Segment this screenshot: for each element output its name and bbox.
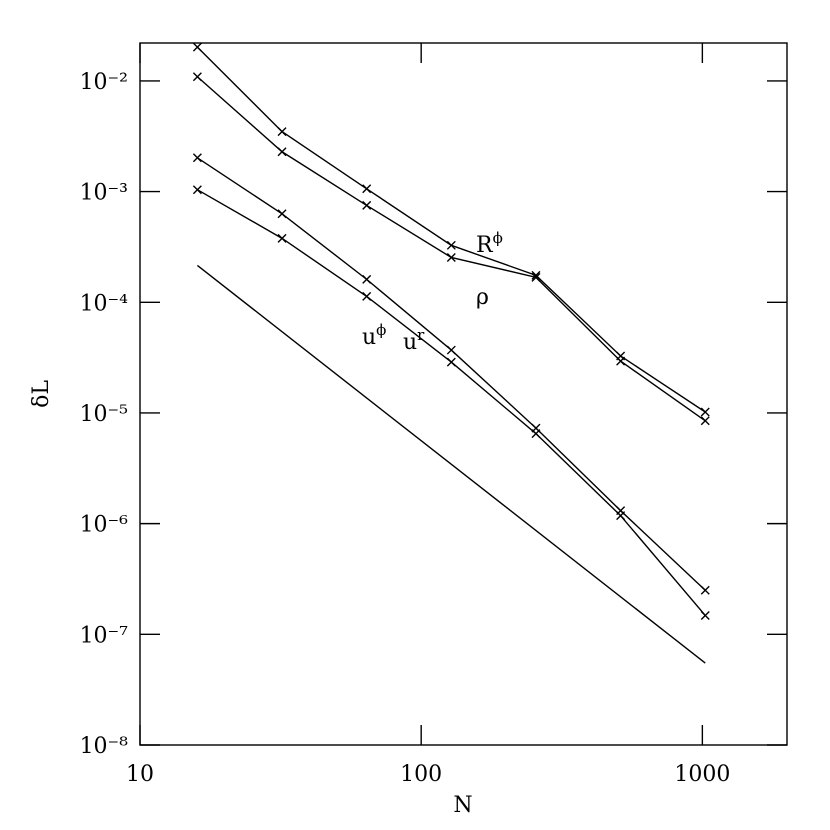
annotation: ρ: [476, 285, 489, 310]
y-axis-label: δL: [29, 380, 54, 408]
marker: [192, 153, 202, 163]
marker: [700, 416, 710, 426]
marker: [362, 291, 372, 301]
annotation: Rϕ: [476, 229, 503, 258]
marker: [531, 429, 541, 439]
marker: [362, 274, 372, 284]
series-line: [196, 76, 706, 422]
marker: [531, 270, 541, 280]
annotation-text: u: [403, 330, 417, 355]
y-tick-label: 10⁻⁸: [80, 734, 129, 759]
y-tick-label: 10⁻⁷: [80, 623, 129, 648]
annotation-sup: ϕ: [376, 321, 386, 339]
marker: [277, 147, 287, 157]
annotation: uϕ: [362, 321, 386, 350]
annotation-text: u: [362, 325, 376, 350]
y-tick-label: 10⁻⁴: [80, 291, 129, 316]
marker: [277, 209, 287, 219]
marker: [192, 72, 202, 82]
series-line: [196, 46, 706, 413]
marker: [446, 345, 456, 355]
marker: [616, 356, 626, 366]
marker: [700, 407, 710, 417]
series-line: [196, 264, 706, 664]
marker: [446, 240, 456, 250]
plot-frame: [139, 42, 788, 746]
marker: [700, 585, 710, 595]
annotation-sup: ϕ: [493, 229, 503, 247]
y-tick-label: 10⁻⁶: [80, 513, 129, 538]
marker: [446, 357, 456, 367]
annotation-text: ρ: [476, 285, 489, 310]
marker: [446, 252, 456, 262]
y-tick-label: 10⁻³: [80, 181, 128, 206]
annotation-sup: r: [417, 326, 425, 344]
marker: [616, 511, 626, 521]
marker: [192, 185, 202, 195]
marker: [192, 42, 202, 52]
annotation: ur: [403, 326, 425, 355]
x-axis-label: N: [453, 793, 472, 818]
y-tick-label: 10⁻²: [80, 70, 128, 95]
marker: [531, 272, 541, 282]
marker: [277, 127, 287, 137]
x-tick-label: 10: [126, 762, 154, 787]
x-tick-label: 100: [400, 762, 442, 787]
marker: [362, 200, 372, 210]
marker: [700, 610, 710, 620]
x-tick-label: 1000: [674, 762, 730, 787]
marker: [277, 233, 287, 243]
marker: [362, 184, 372, 194]
series-line: [197, 189, 706, 616]
y-tick-label: 10⁻⁵: [80, 402, 128, 427]
annotation-text: R: [476, 233, 494, 258]
